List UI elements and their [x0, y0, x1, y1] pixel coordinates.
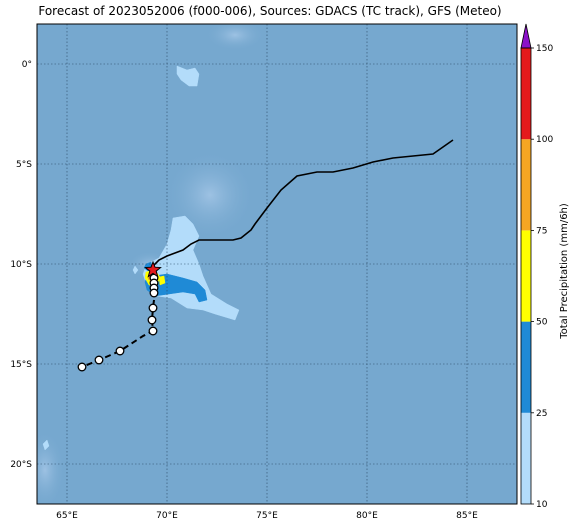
lat-tick-label: 20°S: [10, 460, 32, 470]
lat-tick-label: 15°S: [10, 360, 32, 370]
colorbar-tick-label: 75: [536, 226, 547, 236]
colorbar-band: [521, 48, 531, 140]
colorbar-band: [521, 412, 531, 504]
tc-forecast-point: [149, 288, 159, 298]
precip-area: [132, 265, 139, 275]
lat-tick-label: 0°: [22, 60, 32, 70]
tc-forecast-point: [148, 326, 158, 336]
colorbar-frame: [520, 47, 532, 505]
colorbar-band: [521, 230, 531, 322]
tc-forecast-point: [94, 355, 104, 365]
map-plot-area: [36, 23, 518, 505]
map-title: Forecast of 2023052006 (f000-006), Sourc…: [38, 4, 502, 18]
lon-tick-label: 70°E: [156, 511, 178, 521]
lat-tick-label: 10°S: [10, 260, 32, 270]
colorbar-tick-label: 10: [536, 500, 548, 510]
colorbar-band: [521, 321, 531, 413]
tc-forecast-point: [147, 315, 157, 325]
precip-area: [158, 275, 166, 286]
lat-tick-label: 5°S: [16, 160, 32, 170]
tc-current-position-star: [144, 260, 162, 278]
colorbar: 10 25 50 75 100 150 Total Precipitation (mm/6h…: [520, 23, 570, 510]
lon-tick-label: 80°E: [356, 511, 378, 521]
colorbar-tick-label: 150: [536, 44, 553, 54]
lon-tick-label: 65°E: [56, 511, 78, 521]
tc-forecast-point: [77, 362, 87, 372]
colorbar-tick-label: 25: [536, 409, 547, 419]
tc-forecast-point: [115, 346, 125, 356]
colorbar-extend-arrow: [520, 23, 532, 49]
colorbar-tick-label: 100: [536, 135, 553, 145]
colorbar-label: Total Precipitation (mm/6h): [559, 203, 570, 340]
lon-tick-label: 85°E: [456, 511, 478, 521]
colorbar-band: [521, 139, 531, 231]
precip-area: [42, 439, 50, 451]
lon-tick-label: 75°E: [256, 511, 278, 521]
colorbar-tick-label: 50: [536, 318, 548, 328]
cloud-haze: [205, 24, 265, 51]
ocean-background: [37, 24, 517, 504]
cloud-haze: [37, 430, 65, 504]
tc-forecast-point: [148, 303, 158, 313]
cloud-haze: [165, 150, 255, 240]
tc-track-past: [152, 139, 454, 267]
map-frame: [36, 23, 518, 505]
precip-area: [176, 65, 200, 87]
